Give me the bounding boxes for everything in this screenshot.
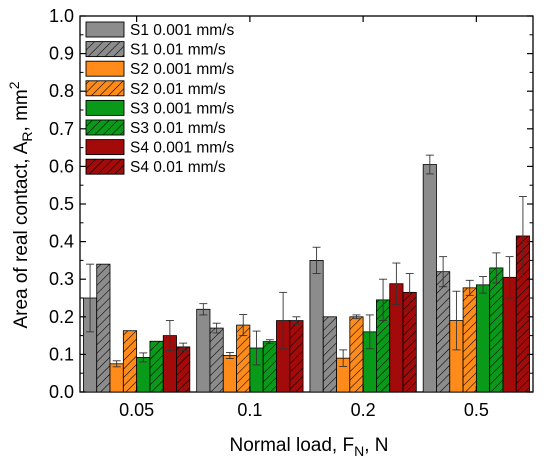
error-bar	[225, 352, 234, 359]
bar	[289, 320, 304, 393]
bar	[322, 316, 337, 393]
error-bar	[379, 278, 388, 322]
bar	[136, 357, 151, 393]
y-tick-label: 0.4	[49, 232, 74, 252]
error-bar	[492, 252, 501, 284]
axes-layer: 0.0 0.1 0.2 0.3 0.4 0.5 0.6 0.7 0.8 0.9 1.0 0.05 0.1…	[49, 6, 533, 420]
y-axis-title: Area of real contact, AR, mm2	[6, 81, 35, 328]
bar	[422, 164, 437, 393]
error-bar	[312, 246, 321, 275]
bar	[262, 341, 277, 393]
legend-label: S2 0.001 mm/s	[130, 61, 234, 78]
y-tick-label: 0.8	[49, 81, 74, 101]
bar	[489, 267, 504, 393]
error-bar	[352, 314, 361, 320]
error-bar	[505, 256, 514, 299]
error-bar	[405, 273, 414, 312]
bars-layer	[83, 164, 530, 393]
error-bar	[518, 196, 527, 276]
error-bar	[292, 316, 301, 325]
error-bar	[279, 291, 288, 350]
error-bar	[465, 279, 474, 296]
legend-item: S2 0.001 mm/s	[85, 60, 234, 78]
legend-swatch	[85, 119, 125, 136]
y-tick-label: 0.7	[49, 119, 74, 139]
error-bar	[479, 276, 488, 294]
y-tick-label: 0.1	[49, 344, 74, 364]
x-tick-label: 0.5	[464, 400, 489, 420]
y-tick-label: 0.0	[49, 382, 74, 402]
bar	[176, 346, 191, 393]
error-bar	[365, 314, 374, 350]
legend-item: S1 0.01 mm/s	[85, 41, 226, 59]
error-bar	[252, 330, 261, 366]
error-bar	[212, 322, 221, 334]
error-bar	[179, 342, 188, 352]
bar	[475, 284, 491, 393]
legend: S1 0.001 mm/s S1 0.01 mm/s S2 0.001 mm/s S2…	[85, 21, 234, 176]
legend-label: S4 0.001 mm/s	[130, 140, 234, 157]
legend-label: S1 0.001 mm/s	[130, 22, 234, 39]
x-tick-label: 0.1	[237, 400, 262, 420]
legend-item: S3 0.001 mm/s	[85, 99, 234, 117]
legend-item: S4 0.01 mm/s	[85, 158, 226, 176]
y-tick-label: 0.6	[49, 156, 74, 176]
error-bar	[439, 256, 448, 288]
legend-swatch	[85, 80, 125, 97]
legend-label: S3 0.001 mm/s	[130, 100, 234, 117]
legend-swatch	[85, 60, 125, 77]
y-tick-label: 0.2	[49, 307, 74, 327]
legend-label: S3 0.01 mm/s	[130, 120, 226, 137]
bar	[209, 327, 224, 393]
legend-label: S2 0.01 mm/s	[130, 81, 226, 98]
error-bar	[139, 352, 148, 363]
error-bar	[265, 339, 274, 344]
error-bars-layer	[86, 154, 527, 368]
legend-item: S4 0.001 mm/s	[85, 139, 234, 157]
bar	[196, 308, 211, 393]
bar	[222, 355, 237, 393]
bar	[122, 330, 138, 393]
y-tick-label: 0.5	[49, 194, 74, 214]
y-tick-label: 1.0	[49, 6, 74, 26]
error-bar	[112, 360, 121, 368]
legend-item: S1 0.001 mm/s	[85, 21, 234, 39]
legend-swatch	[85, 139, 125, 156]
error-bar	[165, 320, 174, 352]
legend-label: S4 0.01 mm/s	[130, 159, 226, 176]
bar	[349, 316, 364, 393]
bar	[149, 340, 164, 393]
y-tick-label: 0.3	[49, 269, 74, 289]
legend-swatch	[85, 41, 125, 58]
legend-swatch	[85, 99, 125, 116]
legend-swatch	[85, 158, 125, 175]
error-bar	[239, 314, 248, 337]
bar	[96, 263, 111, 393]
bar	[109, 363, 124, 393]
error-bar	[452, 290, 461, 351]
y-tick-label: 0.9	[49, 44, 74, 64]
legend-item: S2 0.01 mm/s	[85, 80, 226, 98]
bar	[436, 271, 451, 393]
legend-item: S3 0.01 mm/s	[85, 119, 226, 137]
error-bar	[425, 154, 434, 175]
bar	[309, 259, 324, 393]
error-bar	[199, 303, 208, 316]
bar	[462, 287, 477, 393]
x-axis-title: Normal load, FN, N	[229, 435, 388, 459]
x-tick-label: 0.2	[351, 400, 376, 420]
error-bar	[86, 263, 95, 333]
error-bar	[339, 349, 348, 367]
legend-swatch	[85, 21, 125, 38]
error-bar	[392, 262, 401, 305]
x-tick-label: 0.05	[119, 400, 154, 420]
legend-label: S1 0.01 mm/s	[130, 42, 226, 59]
